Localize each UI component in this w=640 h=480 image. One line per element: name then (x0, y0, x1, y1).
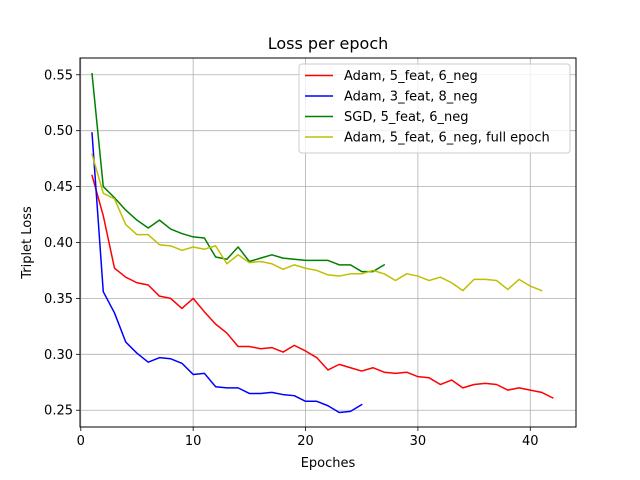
y-axis-title: Triplet Loss (20, 206, 35, 280)
series-line-4 (91, 153, 543, 292)
y-tick-label: 0.45 (44, 180, 73, 195)
series-line-3 (91, 72, 386, 273)
y-tick-label: 0.25 (44, 404, 73, 419)
y-tick-label: 0.40 (44, 236, 73, 251)
y-tick-label: 0.35 (44, 292, 73, 307)
series-layer (91, 72, 554, 414)
legend-label: SGD, 5_feat, 6_neg (344, 110, 469, 125)
x-tick-label: 20 (297, 434, 314, 449)
chart-title: Loss per epoch (268, 34, 389, 53)
legend-label: Adam, 5_feat, 6_neg, full epoch (344, 131, 550, 146)
x-tick-label: 10 (185, 434, 202, 449)
series-line-2 (91, 132, 363, 414)
legend-label: Adam, 5_feat, 6_neg (344, 69, 478, 84)
x-tick-label: 0 (77, 434, 85, 449)
y-tick-label: 0.30 (44, 348, 73, 363)
legend: Adam, 5_feat, 6_neg Adam, 3_feat, 8_neg SG… (298, 63, 571, 154)
x-tick-label: 40 (522, 434, 539, 449)
legend-label: Adam, 3_feat, 8_neg (344, 90, 478, 105)
legend-box (298, 63, 571, 154)
y-tick-label: 0.50 (44, 124, 73, 139)
y-axis: 0.25 0.30 0.35 0.40 0.45 0.50 0.55 (44, 68, 80, 419)
x-axis-title: Epoches (301, 456, 356, 471)
y-tick-label: 0.55 (44, 68, 73, 83)
x-axis: 0 10 20 30 40 (77, 427, 539, 449)
series-line-1 (91, 174, 554, 399)
x-tick-label: 30 (410, 434, 427, 449)
